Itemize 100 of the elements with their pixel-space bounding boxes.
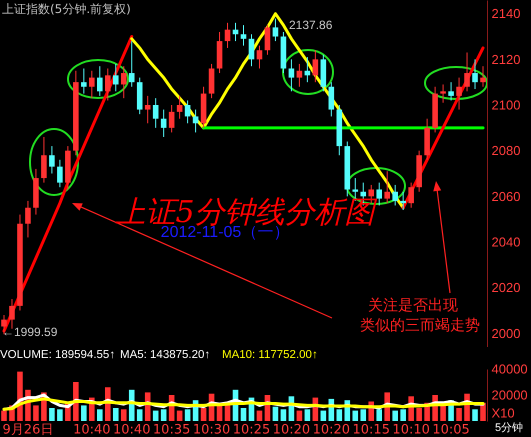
bar <box>81 405 87 421</box>
candlestick <box>448 82 454 101</box>
bar <box>416 408 422 421</box>
bar <box>1 410 7 421</box>
bar <box>480 402 486 421</box>
x-tick-label: 10:25 <box>232 422 270 437</box>
candlestick <box>112 63 119 92</box>
candlestick <box>49 146 55 174</box>
candlestick <box>160 109 166 138</box>
bar <box>440 405 446 421</box>
bar <box>216 405 222 421</box>
candlestick <box>192 109 198 133</box>
candlestick <box>104 68 111 101</box>
bar <box>376 409 382 421</box>
candlestick <box>232 22 238 42</box>
candlestick <box>312 50 318 83</box>
bar <box>456 408 462 421</box>
candlestick <box>9 298 15 330</box>
bar <box>57 409 63 421</box>
bar <box>304 409 310 421</box>
y-tick-label: 2100 <box>492 98 520 113</box>
bar <box>272 406 278 421</box>
candlestick <box>264 24 270 56</box>
candlestick <box>472 58 478 90</box>
candlestick <box>384 170 390 204</box>
line-series <box>402 46 485 210</box>
y-tick-label: 2020 <box>492 280 520 296</box>
text: 5分钟 <box>495 422 524 434</box>
y-tick-label: 2080 <box>492 143 520 158</box>
bar <box>352 410 358 421</box>
bar <box>280 409 286 421</box>
candlestick <box>456 77 462 110</box>
y-tick-label: 40000 <box>492 362 528 376</box>
y-tick-label: 2040 <box>492 234 520 250</box>
bar <box>392 410 398 421</box>
candlestick <box>248 34 254 67</box>
x-tick-label: 10:40 <box>112 422 150 437</box>
candlestick <box>81 68 87 94</box>
bar <box>97 409 103 421</box>
bar <box>33 405 39 421</box>
candlestick <box>97 66 103 96</box>
annotation: 关注是否出现 <box>368 296 458 314</box>
x-tick-label: 10:20 <box>312 422 350 437</box>
candlestick <box>25 200 31 238</box>
y-axis-title: X10 <box>492 406 515 420</box>
candlestick <box>272 18 278 42</box>
y-tick-label: 2000 <box>492 326 520 341</box>
candlestick <box>304 56 310 83</box>
bar <box>296 410 302 421</box>
bar <box>176 410 182 421</box>
candlestick <box>376 182 382 206</box>
candlestick <box>288 58 294 92</box>
bar <box>49 408 55 421</box>
candlestick <box>168 104 174 133</box>
bar <box>112 408 119 421</box>
text: MA10: 117752.00↑ <box>222 349 318 361</box>
text: VOLUME: 189594.55↑ <box>0 349 116 361</box>
candlestick <box>184 100 190 124</box>
bar <box>320 410 326 421</box>
x-tick-label: 10:30 <box>192 422 230 437</box>
annotation: ←1999.59 <box>2 325 58 339</box>
candlestick <box>464 52 470 92</box>
candlestick <box>296 63 302 88</box>
candlestick <box>176 95 182 120</box>
bar <box>336 409 342 421</box>
annotation: 类似的三而竭走势 <box>360 316 480 334</box>
candlestick <box>89 70 95 99</box>
candlestick <box>128 40 135 88</box>
y-tick-label: 2120 <box>492 52 520 67</box>
x-tick-label: 10:20 <box>272 422 310 437</box>
x-tick-label: 10:40 <box>73 422 111 437</box>
candlestick <box>41 136 47 184</box>
bar <box>360 409 366 421</box>
bar <box>184 409 190 421</box>
x-tick-label: 10:15 <box>352 422 390 437</box>
candlestick <box>328 82 334 117</box>
bar <box>472 409 478 421</box>
candlestick <box>144 95 150 124</box>
bar <box>240 408 246 421</box>
candlestick <box>120 66 127 99</box>
x-tick-label: 10:05 <box>432 422 470 437</box>
candlestick <box>256 45 262 69</box>
candlestick <box>480 66 486 88</box>
candlestick <box>57 159 63 188</box>
annotation: 2137.86 <box>289 18 333 32</box>
y-tick-label: 2140 <box>492 6 520 22</box>
x-tick-label: 10:35 <box>152 422 190 437</box>
bar <box>400 409 406 421</box>
bar <box>120 409 127 421</box>
chart-title: 上证指数(5分钟.前复权) <box>2 2 131 16</box>
bar <box>136 409 143 421</box>
candlestick <box>408 182 414 208</box>
candlestick <box>224 22 230 48</box>
x-tick-label: 9月26日 <box>2 422 54 437</box>
text: MA5: 143875.20↑ <box>120 349 210 361</box>
y-tick-label: 2060 <box>492 188 520 204</box>
bar <box>200 408 206 421</box>
bar <box>256 410 262 421</box>
y-tick-label: 20000 <box>492 388 528 402</box>
bar <box>152 410 158 421</box>
